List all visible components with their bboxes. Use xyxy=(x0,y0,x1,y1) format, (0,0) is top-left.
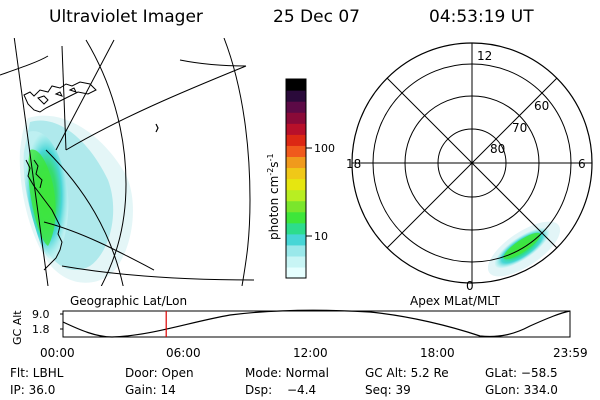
parallel-line xyxy=(85,39,127,286)
flight-filter: Flt: LBHL xyxy=(10,366,64,380)
parallel-line xyxy=(45,149,124,286)
lat-label-60: 60 xyxy=(534,99,549,113)
coastline xyxy=(155,123,159,133)
color-bar-segment xyxy=(286,211,306,224)
color-bar-segment xyxy=(286,156,306,169)
timeline-x-tick: 12:00 xyxy=(293,346,328,360)
parallel-line xyxy=(223,38,251,286)
dsp-value: −4.4 xyxy=(287,383,317,397)
gain-value: Gain: 14 xyxy=(125,383,176,397)
timeline-x-tick: 06:00 xyxy=(166,346,201,360)
color-bar-segment xyxy=(286,222,306,235)
geo-longitude: GLon: 334.0 xyxy=(485,383,558,397)
sequence-number: Seq: 39 xyxy=(365,383,411,397)
parallel-line xyxy=(179,59,247,67)
left-panel-caption: Geographic Lat/Lon xyxy=(70,294,187,308)
color-bar-segment xyxy=(286,200,306,213)
timeline-axis-label: GC Alt xyxy=(11,310,24,345)
color-bar-segment xyxy=(286,90,306,102)
color-bar-segment xyxy=(286,255,306,268)
timeline-x-tick: 18:00 xyxy=(420,346,455,360)
color-bar-segment xyxy=(286,233,306,246)
color-bar-segment xyxy=(286,145,306,157)
color-bar-tick-label: 10 xyxy=(314,230,328,243)
timeline-x-tick: 00:00 xyxy=(40,346,75,360)
color-bar-tick-label: 100 xyxy=(314,142,335,155)
polar-axis xyxy=(386,77,558,249)
door-status: Door: Open xyxy=(125,366,194,380)
ip-value: IP: 36.0 xyxy=(10,383,56,397)
parallel-line xyxy=(0,55,49,76)
color-bar-segment xyxy=(286,79,306,91)
right-panel-caption: Apex MLat/MLT xyxy=(410,294,500,308)
lat-label-70: 70 xyxy=(512,121,527,135)
coastline xyxy=(33,159,43,189)
timeline-x-tick: 23:59 xyxy=(553,346,588,360)
coastline xyxy=(25,159,63,271)
timeline-frame xyxy=(62,310,571,338)
time-label: 04:53:19 UT xyxy=(429,7,534,27)
timeline-y-tick: 9.0 xyxy=(32,308,50,321)
dsp-label: Dsp: xyxy=(245,383,273,397)
mlt-label-0: 0 xyxy=(466,279,474,293)
geo-latitude: GLat: −58.5 xyxy=(485,366,558,380)
color-bar-segment xyxy=(286,167,306,180)
color-bar-segment xyxy=(286,178,306,191)
parallel-line xyxy=(43,221,155,271)
timeline-y-tick: 1.8 xyxy=(32,323,50,336)
color-bar-segment xyxy=(286,112,306,124)
parallel-line xyxy=(61,265,255,281)
color-bar-segment xyxy=(286,134,306,146)
instrument-title: Ultraviolet Imager xyxy=(49,7,203,27)
mlt-label-6: 6 xyxy=(578,157,586,171)
lat-label-80: 80 xyxy=(490,142,505,156)
polar-plot: 12 18 6 0 60 70 80 xyxy=(346,42,593,293)
color-bar-segment xyxy=(286,189,306,202)
color-bar-segment xyxy=(286,244,306,257)
coastline xyxy=(37,87,77,105)
mlt-label-12: 12 xyxy=(477,49,492,63)
aurora-oval-core xyxy=(503,232,541,260)
color-bar-segment xyxy=(286,123,306,135)
date-label: 25 Dec 07 xyxy=(273,7,360,27)
meridian-line xyxy=(13,38,49,286)
gc-altitude: GC Alt: 5.2 Re xyxy=(365,366,449,380)
color-bar-frame xyxy=(285,78,307,279)
geographic-map xyxy=(0,38,255,286)
color-bar-segment xyxy=(286,101,306,113)
mode-status: Mode: Normal xyxy=(245,366,329,380)
altitude-timeline: GC Alt 9.0 1.8 00:00 06:00 12:00 18:00 2… xyxy=(11,308,588,360)
altitude-curve xyxy=(62,309,571,338)
parallel-line xyxy=(65,65,247,151)
mlt-label-18: 18 xyxy=(346,157,361,171)
coastline xyxy=(23,81,97,113)
color-bar xyxy=(286,79,306,279)
color-bar-segment xyxy=(286,266,306,279)
color-bar-unit-label: photon cm-2s-1 xyxy=(266,153,281,240)
aurora-core xyxy=(28,149,56,246)
meridian-line xyxy=(55,39,115,151)
